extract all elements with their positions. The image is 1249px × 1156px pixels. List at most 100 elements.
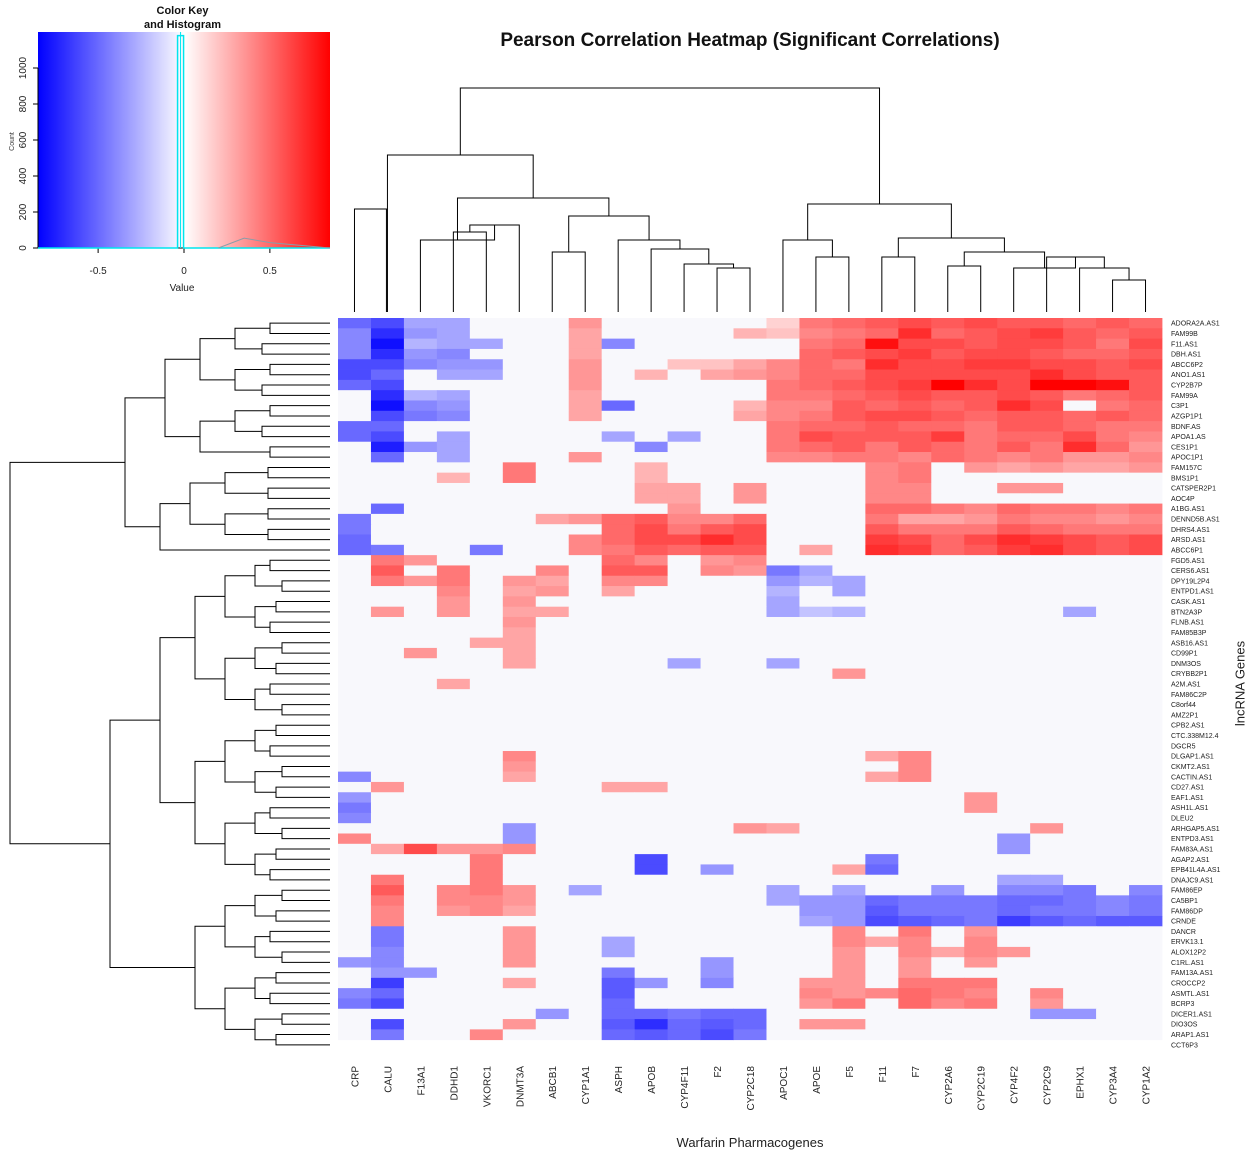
heatmap-cell-r49-c19 — [964, 823, 998, 834]
heatmap-cell-r60-c15 — [832, 936, 866, 948]
heatmap-cell-r66-c16 — [865, 998, 899, 1010]
heatmap-cell-r36-c11 — [700, 689, 734, 700]
heatmap-cell-r53-c15 — [832, 864, 866, 876]
heatmap-cell-r31-c6 — [535, 637, 570, 649]
dendrogram-link — [1079, 267, 1130, 312]
heatmap-cell-r59-c2 — [403, 926, 438, 937]
heatmap-cell-r55-c16 — [865, 885, 899, 896]
heatmap-cell-r16-c19 — [964, 482, 998, 494]
heatmap-cell-r62-c20 — [997, 957, 1031, 968]
heatmap-cell-r64-c6 — [535, 977, 570, 989]
dendrogram-link — [261, 425, 330, 438]
heatmap-cell-r8-c23 — [1096, 400, 1130, 412]
heatmap-cell-r17-c14 — [799, 493, 833, 504]
heatmap-cell-r62-c9 — [634, 957, 668, 968]
heatmap-cell-r41-c1 — [370, 740, 405, 752]
heatmap-cell-r59-c18 — [931, 926, 965, 937]
heatmap-cell-r67-c4 — [469, 1008, 504, 1020]
heatmap-cell-r57-c8 — [601, 905, 636, 917]
heatmap-cell-r32-c10 — [667, 647, 701, 659]
heatmap-cell-r25-c20 — [997, 575, 1031, 587]
heatmap-cell-r23-c24 — [1129, 555, 1163, 566]
heatmap-cell-r26-c2 — [403, 586, 438, 597]
heatmap-cell-r32-c17 — [898, 647, 932, 659]
dendrogram-link — [267, 466, 330, 479]
heatmap-cell-r29-c23 — [1096, 616, 1130, 628]
heatmap-cell-r67-c16 — [865, 1008, 899, 1020]
dendrogram-link — [254, 606, 276, 628]
heatmap-cell-r29-c0 — [338, 616, 372, 628]
heatmap-cell-r33-c20 — [997, 658, 1031, 669]
heatmap-cell-r25-c15 — [832, 575, 866, 587]
heatmap-cell-r6-c18 — [931, 379, 965, 391]
heatmap-cell-r16-c9 — [634, 482, 668, 494]
heatmap-cells — [338, 318, 1163, 1041]
heatmap-cell-r24-c23 — [1096, 565, 1130, 577]
heatmap-cell-r40-c21 — [1030, 730, 1064, 742]
heatmap-cell-r63-c24 — [1129, 967, 1163, 979]
color-key-y-tick-label: 0 — [18, 245, 29, 251]
heatmap-cell-r51-c19 — [964, 843, 998, 855]
heatmap-cell-r61-c0 — [338, 946, 372, 958]
row-label: CES1P1 — [1171, 444, 1198, 451]
heatmap-cell-r4-c8 — [601, 359, 636, 370]
heatmap-cell-r65-c16 — [865, 988, 899, 999]
heatmap-cell-r62-c22 — [1063, 957, 1097, 968]
heatmap-cell-r63-c18 — [931, 967, 965, 979]
heatmap-cell-r68-c6 — [535, 1019, 570, 1030]
heatmap-cell-r17-c23 — [1096, 493, 1130, 504]
heatmap-cell-r19-c5 — [502, 513, 537, 525]
heatmap-cell-r11-c3 — [436, 431, 471, 443]
heatmap-cell-r55-c18 — [931, 885, 965, 896]
heatmap-cell-r39-c4 — [469, 720, 504, 731]
row-label: FLNB.AS1 — [1171, 620, 1204, 627]
heatmap-cell-r60-c0 — [338, 936, 372, 948]
heatmap-cell-r18-c17 — [898, 503, 932, 515]
heatmap-cell-r59-c14 — [799, 926, 833, 937]
heatmap-cell-r11-c23 — [1096, 431, 1130, 443]
heatmap-cell-r65-c19 — [964, 988, 998, 999]
heatmap-cell-r61-c11 — [700, 946, 734, 958]
heatmap-cell-r11-c2 — [403, 431, 438, 443]
heatmap-cell-r30-c4 — [469, 627, 504, 639]
heatmap-cell-r31-c16 — [865, 637, 899, 649]
heatmap-cell-r64-c13 — [766, 977, 800, 989]
heatmap-cell-r43-c15 — [832, 761, 866, 773]
heatmap-cell-r14-c0 — [338, 462, 372, 474]
row-label: DNM3OS — [1171, 661, 1201, 668]
heatmap-cell-r7-c21 — [1030, 390, 1064, 401]
heatmap-cell-r54-c4 — [469, 874, 504, 886]
heatmap-cell-r38-c20 — [997, 709, 1031, 721]
heatmap-cell-r53-c9 — [634, 864, 668, 876]
heatmap-cell-r19-c22 — [1063, 513, 1097, 525]
heatmap-cell-r26-c11 — [700, 586, 734, 597]
heatmap-cell-r50-c18 — [931, 833, 965, 845]
heatmap-cell-r23-c4 — [469, 555, 504, 566]
heatmap-cell-r44-c0 — [338, 771, 372, 783]
heatmap-cell-r55-c13 — [766, 885, 800, 896]
heatmap-cell-r16-c13 — [766, 482, 800, 494]
heatmap-cell-r64-c20 — [997, 977, 1031, 989]
heatmap-cell-r31-c23 — [1096, 637, 1130, 649]
heatmap-cell-r67-c22 — [1063, 1008, 1097, 1020]
dendrogram-link — [224, 575, 255, 618]
heatmap-cell-r41-c22 — [1063, 740, 1097, 752]
heatmap-cell-r21-c17 — [898, 534, 932, 546]
heatmap-cell-r7-c0 — [338, 390, 372, 401]
heatmap-cell-r47-c15 — [832, 802, 866, 814]
heatmap-cell-r44-c12 — [733, 771, 767, 783]
heatmap-cell-r28-c15 — [832, 606, 866, 618]
heatmap-cell-r42-c14 — [799, 751, 833, 762]
heatmap-cell-r35-c12 — [733, 678, 767, 690]
heatmap-cell-r38-c4 — [469, 709, 504, 721]
heatmap-cell-r31-c15 — [832, 637, 866, 649]
heatmap-cell-r56-c24 — [1129, 895, 1163, 907]
heatmap-cell-r30-c1 — [370, 627, 405, 639]
heatmap-cell-r67-c21 — [1030, 1008, 1064, 1020]
heatmap-cell-r50-c20 — [997, 833, 1031, 845]
heatmap-cell-r66-c0 — [338, 998, 372, 1010]
heatmap-cell-r4-c0 — [338, 359, 372, 370]
heatmap-cell-r45-c7 — [568, 781, 603, 793]
row-label: AZGP1P1 — [1171, 413, 1203, 420]
heatmap-cell-r38-c6 — [535, 709, 570, 721]
